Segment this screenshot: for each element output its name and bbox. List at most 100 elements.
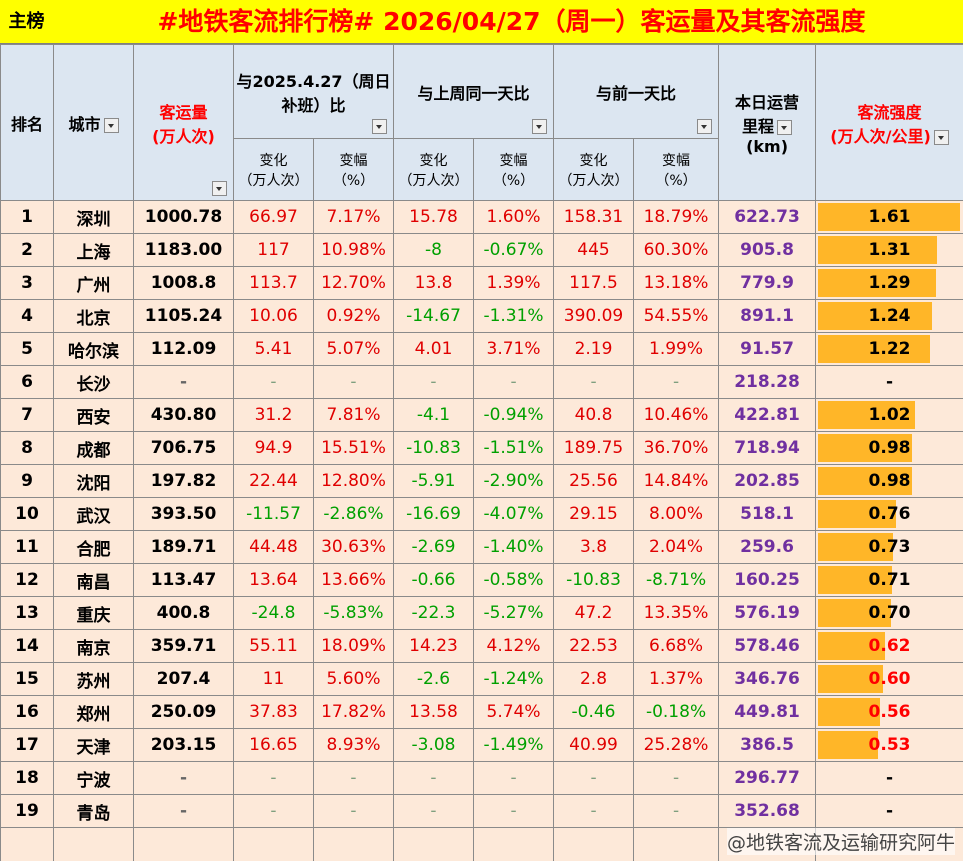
- change-cell: 117: [233, 233, 314, 267]
- volume-header: 客运量 (万人次): [133, 44, 234, 201]
- intensity-cell: 0.98: [815, 431, 963, 465]
- mileage-cell: 718.94: [718, 431, 817, 465]
- city-cell: 成都: [53, 431, 134, 465]
- change-cell: -1.51%: [472, 431, 555, 465]
- table-row: 13 重庆 400.8 -24.8 -5.83% -22.3 -5.27% 47.2 13.35…: [0, 596, 963, 630]
- mileage-cell: 905.8: [718, 233, 817, 267]
- table-row: 3 广州 1008.8 113.7 12.70% 13.8 1.39% 117.5 13.18%…: [0, 266, 963, 300]
- header-text: （%）: [332, 172, 375, 189]
- change-cell: -1.40%: [472, 530, 555, 564]
- table-row: 4 北京 1105.24 10.06 0.92% -14.67 -1.31% 390.09 54…: [0, 299, 963, 333]
- change-cell: -4.1: [393, 398, 474, 432]
- change-cell: 13.58: [393, 695, 474, 729]
- filter-button[interactable]: [372, 119, 387, 134]
- intensity-cell: 0.60: [815, 662, 963, 696]
- intensity-value: 0.73: [868, 537, 911, 557]
- change-cell: 10.98%: [313, 233, 394, 267]
- intensity-value: -: [886, 372, 894, 392]
- table-row: 5 哈尔滨 112.09 5.41 5.07% 4.01 3.71% 2.19 1.99% 91.…: [0, 332, 963, 366]
- rank-cell: 13: [0, 596, 54, 630]
- change-cell: 25.56: [553, 464, 635, 498]
- intensity-bar: [818, 533, 894, 561]
- change-cell: -2.69: [393, 530, 474, 564]
- change-cell: 15.51%: [313, 431, 394, 465]
- change-cell: 12.70%: [313, 266, 394, 300]
- intensity-value: 0.71: [868, 570, 911, 590]
- change-cell: 2.04%: [633, 530, 720, 564]
- rank-cell: 17: [0, 728, 54, 762]
- change-cell: 17.82%: [313, 695, 394, 729]
- header-text: 与2025.4.27（周日: [236, 71, 391, 91]
- filter-button[interactable]: [532, 119, 548, 134]
- rank-cell: 2: [0, 233, 54, 267]
- mileage-cell: 346.76: [718, 662, 817, 696]
- change-cell: 22.53: [553, 629, 635, 663]
- intensity-bar: [818, 566, 892, 594]
- filter-button[interactable]: [212, 181, 227, 196]
- change-cell: 18.09%: [313, 629, 394, 663]
- change-cell: 5.41: [233, 332, 314, 366]
- header-text: 与上周同一天比: [417, 83, 530, 103]
- intensity-cell: -: [815, 365, 963, 399]
- intensity-cell: 0.73: [815, 530, 963, 564]
- header-text: 变幅: [662, 152, 691, 169]
- intensity-bar: [818, 401, 916, 429]
- intensity-cell: 0.62: [815, 629, 963, 663]
- change-cell: -: [553, 761, 635, 795]
- change-cell: 1.37%: [633, 662, 720, 696]
- volume-cell: 1183.00: [133, 233, 234, 267]
- mileage-cell: 218.28: [718, 365, 817, 399]
- volume-cell: 1008.8: [133, 266, 234, 300]
- title: #地铁客流排行榜# 2026/04/27（周一）客运量及其客流强度: [157, 7, 866, 36]
- header-text: 客流强度: [857, 102, 922, 122]
- change-cell: 14.23: [393, 629, 474, 663]
- intensity-cell: -: [815, 794, 963, 828]
- table-row: 17 天津 203.15 16.65 8.93% -3.08 -1.49% 40.99 25.2…: [0, 728, 963, 762]
- intensity-value: 1.29: [868, 273, 911, 293]
- table-row: 6 长沙 - - - - - - -218.28-: [0, 365, 963, 399]
- change-cell: -: [472, 365, 555, 399]
- change-cell: -: [233, 794, 314, 828]
- table-header: 排名 城市 客运量 (万人次) 与2025.4.27（周日 补班）比 与上周同一天比…: [0, 44, 963, 201]
- city-cell: 哈尔滨: [53, 332, 134, 366]
- rank-cell: 19: [0, 794, 54, 828]
- intensity-bar: [818, 269, 936, 297]
- city-cell: 郑州: [53, 695, 134, 729]
- change-cell: -: [233, 365, 314, 399]
- change-cell: 0.92%: [313, 299, 394, 333]
- empty-cell: [553, 827, 635, 861]
- change-cell: 8.93%: [313, 728, 394, 762]
- city-cell: 沈阳: [53, 464, 134, 498]
- intensity-cell: 0.56: [815, 695, 963, 729]
- filter-button[interactable]: [777, 120, 793, 135]
- header-text: （%）: [655, 172, 697, 189]
- change-cell: 47.2: [553, 596, 635, 630]
- table-row: 15 苏州 207.4 11 5.60% -2.6 -1.24% 2.8 1.37% 346.76…: [0, 662, 963, 696]
- vs-2025-header: 与2025.4.27（周日 补班）比: [233, 44, 394, 139]
- intensity-value: 0.60: [868, 669, 911, 689]
- empty-cell: [0, 827, 54, 861]
- intensity-cell: 0.98: [815, 464, 963, 498]
- filter-button[interactable]: [103, 117, 119, 133]
- header-text: 变幅: [339, 152, 368, 169]
- rank-cell: 1: [0, 200, 54, 234]
- intensity-cell: 1.61: [815, 200, 963, 234]
- empty-cell: [633, 827, 720, 861]
- change-cell: -2.90%: [472, 464, 555, 498]
- filter-button[interactable]: [697, 119, 713, 134]
- intensity-bar: [818, 302, 932, 330]
- intensity-cell: 0.76: [815, 497, 963, 531]
- change-cell: -16.69: [393, 497, 474, 531]
- change-cell: 13.18%: [633, 266, 720, 300]
- change-cell: 10.46%: [633, 398, 720, 432]
- sub-header: 变化 （万人次）: [233, 138, 314, 201]
- change-cell: 3.71%: [472, 332, 555, 366]
- volume-cell: 1000.78: [133, 200, 234, 234]
- filter-button[interactable]: [933, 129, 949, 145]
- header-text: (万人次/公里): [830, 126, 931, 146]
- rank-cell: 12: [0, 563, 54, 597]
- rank-cell: 3: [0, 266, 54, 300]
- header-text: 里程: [720, 113, 815, 137]
- mileage-cell: 202.85: [718, 464, 817, 498]
- change-cell: 13.35%: [633, 596, 720, 630]
